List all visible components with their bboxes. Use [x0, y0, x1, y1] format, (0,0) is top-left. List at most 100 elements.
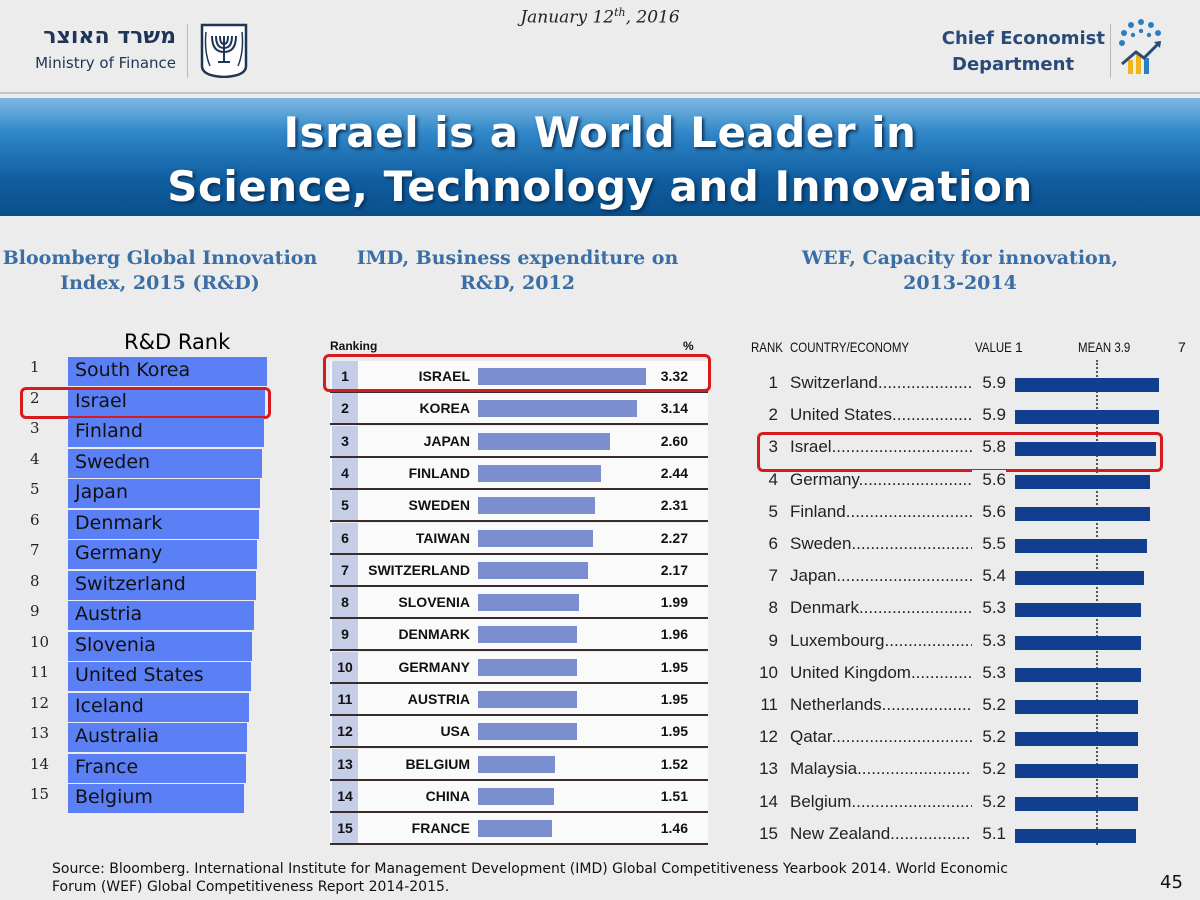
- bloomberg-rank-label: 5: [30, 480, 40, 498]
- imd-value-header: %: [683, 339, 694, 353]
- wef-value-label: 5.9: [972, 373, 1006, 393]
- imd-bar: [478, 594, 579, 612]
- wef-mean-line: [1096, 360, 1099, 845]
- imd-rank-label: 15: [332, 813, 358, 844]
- bloomberg-bar: [68, 784, 244, 813]
- bloomberg-bar: [68, 631, 253, 661]
- wef-bar: [1015, 571, 1145, 586]
- wef-rank-label: 1: [768, 373, 778, 392]
- bloomberg-rank-label: 12: [30, 693, 50, 712]
- wef-rank-label: 2: [768, 405, 778, 425]
- bloomberg-bar: [68, 692, 249, 722]
- imd-row-rule: [330, 714, 708, 717]
- imd-value-label: 2.44: [660, 464, 688, 481]
- imd-country-label: DENMARK: [398, 626, 470, 643]
- imd-rank-label: 2: [332, 393, 358, 424]
- wef-value-label: 5.6: [972, 501, 1006, 522]
- wef-country-label: Qatar...................................…: [790, 727, 1005, 747]
- imd-row-rule: [330, 617, 708, 620]
- bloomberg-country-label: Japan: [75, 481, 128, 503]
- bloomberg-bar: [68, 570, 256, 600]
- imd-rank-label: 4: [332, 457, 358, 488]
- imd-value-label: 1.95: [660, 691, 688, 707]
- imd-bar: [478, 820, 552, 838]
- bloomberg-bar: [68, 753, 246, 783]
- wef-rank-label: 10: [759, 662, 778, 682]
- wef-highlight-box: [757, 432, 1163, 473]
- bloomberg-rank-label: 3: [30, 419, 40, 437]
- bloomberg-bar: [68, 540, 258, 569]
- imd-row-rule: [330, 681, 708, 684]
- imd-value-label: 2.60: [660, 432, 688, 449]
- wef-country-header: COUNTRY/ECONOMY: [790, 339, 910, 355]
- wef-bar: [1015, 506, 1151, 521]
- wef-value-label: 5.3: [972, 662, 1006, 683]
- bloomberg-country-label: Finland: [75, 420, 143, 442]
- wef-rank-label: 9: [768, 630, 778, 650]
- imd-value-label: 1.99: [660, 594, 688, 611]
- imd-bar: [478, 787, 555, 805]
- wef-country-label: United States...........................…: [790, 405, 1005, 425]
- wef-country-label: Luxembourg..............................…: [790, 630, 1005, 650]
- imd-rank-label: 6: [332, 522, 358, 553]
- wef-bar: [1015, 796, 1139, 811]
- imd-rank-label: 1: [332, 361, 358, 391]
- bloomberg-country-label: Israel: [75, 389, 127, 412]
- bloomberg-bar: [68, 509, 259, 539]
- bloomberg-rank-label: 7: [30, 541, 40, 559]
- date: January 12th, 2016: [520, 6, 680, 28]
- bloomberg-bar: [68, 662, 251, 691]
- imd-bar: [478, 400, 637, 418]
- bloomberg-country-label: Iceland: [75, 694, 144, 717]
- page-number: 45: [1160, 872, 1183, 893]
- imd-value-label: 2.31: [660, 497, 688, 514]
- imd-highlight-box: [323, 354, 711, 392]
- bloomberg-bar: [68, 448, 263, 478]
- wef-country-label: Netherlands.............................…: [790, 695, 1005, 714]
- wef-rank-label: 13: [759, 759, 778, 779]
- wef-country-label: United Kingdom..........................…: [790, 662, 1005, 682]
- wef-value-label: 5.5: [972, 534, 1006, 554]
- imd-bar: [478, 529, 593, 547]
- imd-row-rule: [330, 487, 708, 490]
- wef-bar: [1015, 732, 1139, 747]
- bloomberg-rank-label: 11: [30, 663, 50, 681]
- imd-bar: [478, 497, 595, 515]
- wef-bar: [1015, 378, 1160, 392]
- header-divider: [187, 24, 188, 78]
- wef-country-label: Sweden..................................…: [790, 534, 1005, 553]
- imd-country-label: FINLAND: [408, 464, 470, 481]
- wef-axis-max-label: 7: [1178, 339, 1186, 355]
- banner-title-line2: Science, Technology and Innovation: [167, 162, 1033, 211]
- wef-bar: [1015, 764, 1139, 779]
- wef-value-label: 5.2: [972, 727, 1006, 748]
- department-title-line1: Chief Economist: [941, 28, 1105, 49]
- bloomberg-bar: [68, 601, 254, 630]
- imd-country-label: FRANCE: [411, 820, 470, 837]
- wef-value-label: 5.9: [972, 405, 1006, 426]
- imd-country-label: BELGIUM: [405, 755, 470, 772]
- wef-value-label: 5.2: [972, 759, 1006, 780]
- wef-bar: [1015, 442, 1157, 457]
- wef-value-label: 5.3: [972, 630, 1006, 651]
- bloomberg-rank-label: 15: [30, 785, 50, 803]
- wef-rank-label: 12: [759, 727, 778, 747]
- wef-axis-min-label: 1: [1015, 339, 1023, 355]
- wef-value-label: 5.1: [972, 823, 1006, 844]
- imd-value-label: 3.32: [660, 368, 688, 384]
- wef-rank-label: 8: [768, 598, 778, 618]
- chief-economist-logo-icon: [1119, 19, 1162, 74]
- imd-bar: [478, 691, 577, 708]
- bloomberg-rank-label: 13: [30, 724, 50, 742]
- imd-row-rule: [330, 584, 708, 587]
- bloomberg-bar: [68, 723, 248, 752]
- imd-rank-label: 3: [332, 425, 358, 456]
- imd-row-rule: [330, 520, 708, 523]
- imd-row-rule: [330, 455, 708, 458]
- wef-value-label: 5.3: [972, 598, 1006, 619]
- imd-bar: [478, 464, 602, 482]
- bloomberg-rank-label: 8: [30, 571, 40, 590]
- wef-rank-label: 5: [768, 501, 778, 521]
- imd-bar: [478, 723, 577, 741]
- imd-rank-label: 10: [332, 651, 358, 682]
